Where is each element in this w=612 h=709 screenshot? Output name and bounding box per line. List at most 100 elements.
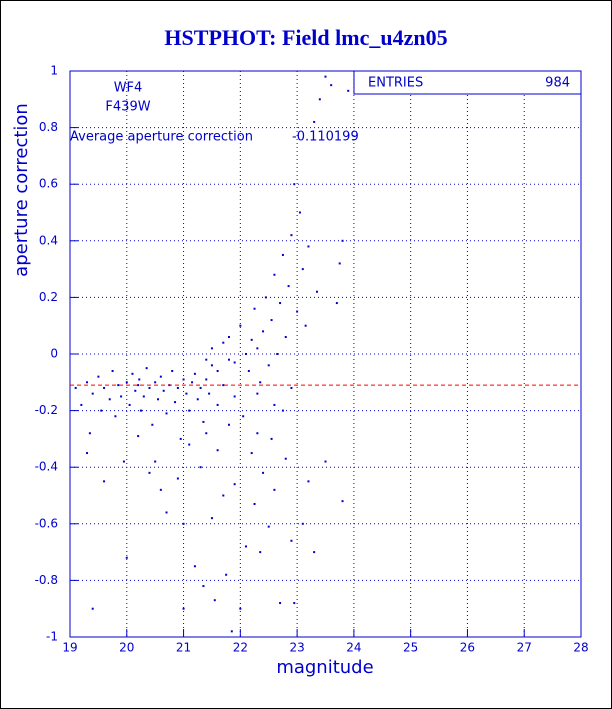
point bbox=[239, 607, 242, 610]
point bbox=[196, 398, 199, 401]
point bbox=[151, 423, 154, 426]
point bbox=[216, 449, 219, 452]
point bbox=[154, 460, 157, 463]
point bbox=[202, 420, 205, 423]
point bbox=[227, 336, 230, 339]
point bbox=[182, 607, 185, 610]
point bbox=[108, 398, 111, 401]
point bbox=[159, 375, 162, 378]
y-tick-label: 0.8 bbox=[39, 120, 58, 134]
point bbox=[341, 500, 344, 503]
plot-frame bbox=[69, 70, 582, 638]
point bbox=[125, 381, 128, 384]
point bbox=[74, 386, 77, 389]
y-tick-label: 0 bbox=[50, 347, 58, 361]
y-tick-label: 0.2 bbox=[39, 290, 58, 304]
point bbox=[191, 381, 194, 384]
point bbox=[222, 384, 225, 387]
point bbox=[91, 392, 94, 395]
point bbox=[205, 358, 208, 361]
point bbox=[267, 525, 270, 528]
point bbox=[193, 372, 196, 375]
point bbox=[267, 364, 270, 367]
point bbox=[208, 392, 211, 395]
point bbox=[138, 378, 141, 381]
y-tick-label: -0.2 bbox=[35, 403, 58, 417]
point bbox=[188, 409, 191, 412]
point bbox=[139, 409, 142, 412]
point bbox=[330, 84, 333, 87]
point bbox=[338, 262, 341, 265]
x-tick-label: 23 bbox=[289, 641, 304, 655]
point bbox=[91, 607, 94, 610]
point bbox=[222, 494, 225, 497]
point bbox=[225, 573, 228, 576]
point bbox=[256, 432, 259, 435]
point bbox=[281, 253, 284, 256]
point bbox=[290, 386, 293, 389]
y-tick-label: -0.6 bbox=[35, 516, 58, 530]
point bbox=[86, 381, 89, 384]
x-tick-label: 26 bbox=[460, 641, 475, 655]
point bbox=[253, 307, 256, 310]
point bbox=[134, 389, 137, 392]
point bbox=[293, 602, 296, 605]
point bbox=[193, 565, 196, 568]
point bbox=[304, 324, 307, 327]
point bbox=[313, 120, 316, 123]
y-axis-label: aperture correction bbox=[11, 103, 32, 277]
point bbox=[230, 630, 233, 633]
point bbox=[97, 375, 100, 378]
point bbox=[307, 480, 310, 483]
point bbox=[307, 245, 310, 248]
stats-box bbox=[353, 70, 582, 95]
x-tick-label: 21 bbox=[176, 641, 191, 655]
point bbox=[210, 364, 213, 367]
point bbox=[256, 347, 259, 350]
point bbox=[128, 403, 131, 406]
point bbox=[247, 369, 250, 372]
point bbox=[165, 412, 168, 415]
point bbox=[171, 369, 174, 372]
point bbox=[250, 452, 253, 455]
point bbox=[142, 395, 145, 398]
point bbox=[259, 381, 262, 384]
point bbox=[245, 545, 248, 548]
point bbox=[262, 330, 265, 333]
stats-label: ENTRIES bbox=[368, 76, 423, 91]
point bbox=[341, 239, 344, 242]
point bbox=[233, 361, 236, 364]
point bbox=[205, 432, 208, 435]
point bbox=[114, 415, 117, 418]
point bbox=[270, 319, 273, 322]
x-tick-label: 24 bbox=[346, 641, 361, 655]
panel-label: WF4 bbox=[114, 81, 143, 96]
y-tick-label: -1 bbox=[46, 630, 58, 644]
x-tick-label: 25 bbox=[403, 641, 418, 655]
point bbox=[216, 403, 219, 406]
point bbox=[296, 310, 299, 313]
point bbox=[301, 522, 304, 525]
x-axis-label: magnitude bbox=[276, 657, 373, 678]
point bbox=[284, 457, 287, 460]
point bbox=[100, 409, 103, 412]
y-tick-label: 0.6 bbox=[39, 177, 58, 191]
point bbox=[202, 585, 205, 588]
point bbox=[256, 392, 259, 395]
point bbox=[86, 452, 89, 455]
x-tick-label: 22 bbox=[233, 641, 248, 655]
point bbox=[154, 381, 157, 384]
point bbox=[290, 539, 293, 542]
point bbox=[264, 296, 267, 299]
point bbox=[117, 384, 120, 387]
point bbox=[313, 551, 316, 554]
point bbox=[88, 432, 91, 435]
point bbox=[298, 211, 301, 214]
point bbox=[290, 234, 293, 237]
point bbox=[318, 98, 321, 101]
point bbox=[176, 477, 179, 480]
point bbox=[279, 602, 282, 605]
point bbox=[284, 336, 287, 339]
point bbox=[216, 369, 219, 372]
